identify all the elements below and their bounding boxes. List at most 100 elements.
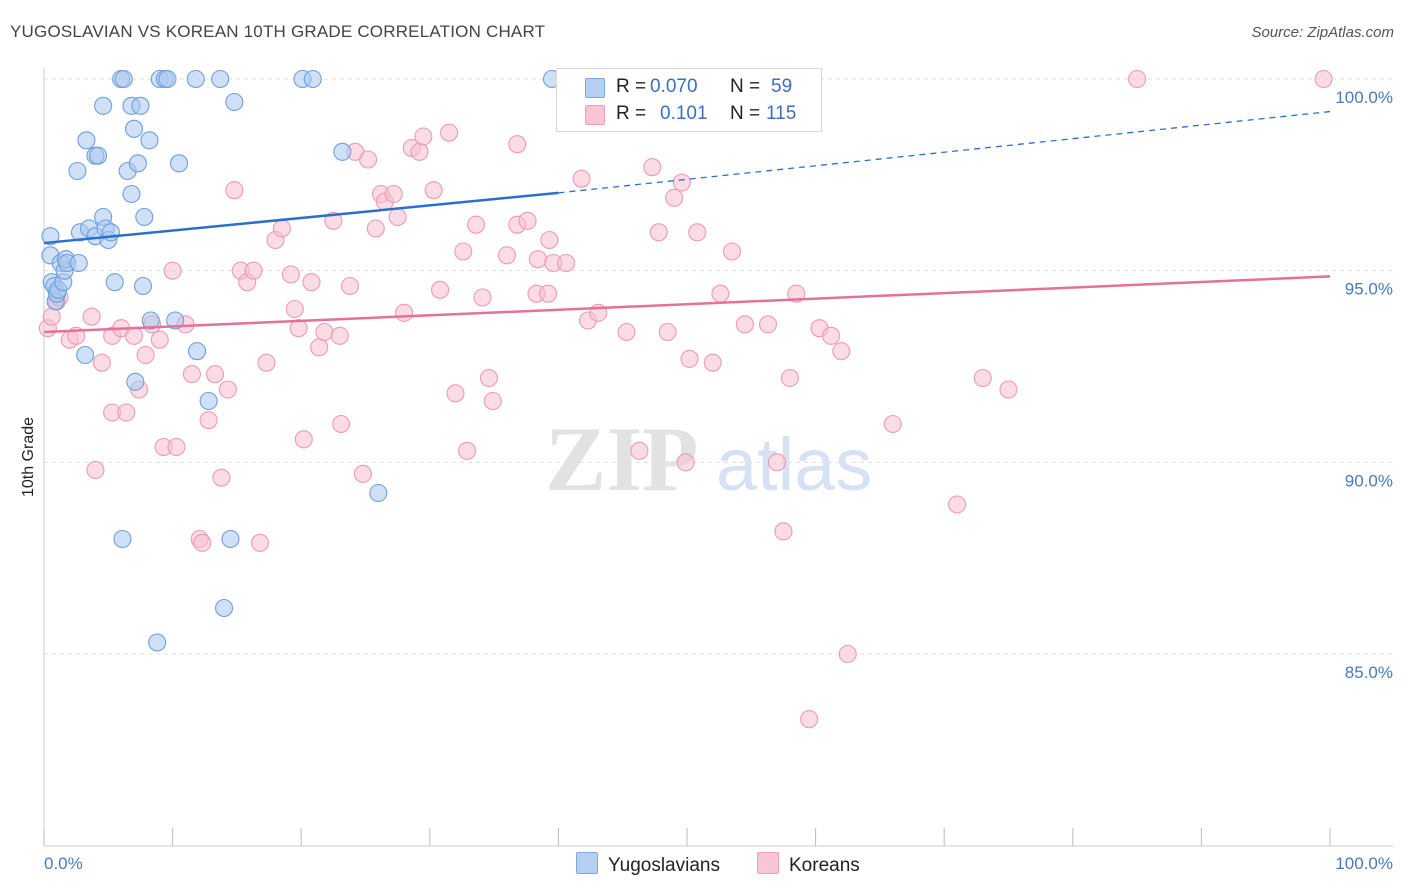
yugoslavian-point (221, 529, 240, 549)
legend-r-label: R = (616, 76, 647, 97)
legend-r-label: R = (616, 103, 647, 124)
korean-point (540, 230, 559, 250)
korean-point (688, 223, 707, 242)
yugoslavians-r-value: 0.070 (650, 76, 698, 97)
yugoslavian-point (128, 154, 147, 173)
yugoslavian-point (303, 69, 322, 89)
korean-point (780, 368, 799, 388)
korean-point (454, 242, 473, 261)
yugoslavian-point (88, 146, 108, 165)
korean-point (212, 468, 231, 487)
korean-point (424, 181, 443, 200)
yugoslavian-point (76, 345, 95, 365)
y-tick-label: 85.0% (1345, 663, 1393, 682)
korean-point (395, 303, 414, 322)
series-legend: Yugoslavians Koreans (0, 852, 1406, 880)
korean-point (767, 453, 787, 472)
korean-point (832, 342, 851, 361)
korean-point (410, 142, 429, 161)
legend-n-label: N = (730, 76, 761, 97)
korean-point (672, 173, 691, 192)
yugoslavian-point (94, 96, 113, 115)
korean-point (250, 533, 270, 552)
korean-point (341, 276, 360, 296)
korean-point (483, 391, 502, 411)
korean-point (722, 242, 742, 261)
yugoslavians-legend-swatch (576, 852, 598, 874)
yugoslavian-point (211, 69, 230, 89)
korean-point (999, 380, 1018, 399)
yugoslavian-point (199, 391, 218, 411)
korean-point (182, 365, 201, 384)
yugoslavian-point (169, 154, 189, 173)
legend-item-yugoslavians[interactable]: Yugoslavians (576, 852, 720, 877)
korean-point (324, 211, 343, 230)
korean-point (658, 322, 677, 342)
korean-point (431, 280, 450, 299)
koreans-n-value: 115 (766, 103, 797, 124)
koreans-swatch (585, 105, 605, 125)
yugoslavian-point (114, 69, 133, 89)
korean-point (528, 250, 547, 269)
korean-point (479, 368, 499, 388)
korean-point (539, 284, 558, 303)
korean-point (353, 464, 372, 483)
korean-point (703, 353, 722, 372)
korean-point (458, 441, 477, 460)
korean-point (680, 349, 699, 368)
legend-item-koreans[interactable]: Koreans (757, 852, 860, 877)
korean-point (572, 169, 591, 188)
yugoslavian-point (187, 342, 207, 361)
korean-point (82, 307, 101, 326)
yugoslavian-point (133, 276, 153, 296)
x-tick-label-min: 0.0% (44, 854, 83, 873)
korean-point (92, 353, 111, 372)
korean-point (285, 299, 304, 319)
korean-point (821, 326, 841, 345)
yugoslavian-trend-line (43, 191, 559, 245)
korean-point (199, 411, 218, 430)
yugoslavian-point (141, 311, 160, 330)
legend-row-yugoslavians: R = 0.070 N = 59 (557, 74, 821, 100)
korean-point (167, 437, 186, 457)
korean-point (366, 219, 385, 238)
yugoslavian-point (166, 311, 185, 330)
korean-point (42, 307, 61, 326)
yugoslavians-legend-label: Yugoslavians (608, 855, 720, 876)
korean-points (38, 69, 1333, 729)
watermark-zip: ZIP (545, 408, 698, 510)
korean-point (508, 135, 527, 154)
korean-point (473, 288, 492, 307)
yugoslavian-point (158, 69, 177, 89)
y-tick-label: 100.0% (1335, 88, 1393, 107)
korean-point (883, 414, 902, 434)
korean-point (774, 522, 793, 541)
yugoslavian-point (135, 207, 154, 227)
korean-point (225, 181, 244, 200)
korean-point (388, 207, 407, 227)
korean-point (124, 326, 144, 345)
yugoslavian-point (113, 529, 132, 549)
x-tick-label-max: 100.0% (1335, 854, 1393, 873)
korean-point (289, 319, 308, 338)
korean-point (294, 430, 313, 449)
y-tick-labels: 85.0% 90.0% 95.0% 100.0% (1335, 88, 1393, 682)
yugoslavian-point (69, 253, 88, 273)
korean-point (557, 253, 576, 273)
korean-point (948, 495, 967, 514)
korean-point (359, 150, 378, 169)
korean-point (735, 315, 754, 334)
yugoslavian-point (225, 92, 244, 112)
korean-point (205, 365, 225, 384)
koreans-legend-swatch (757, 852, 779, 874)
korean-point (272, 219, 291, 238)
korean-point (330, 326, 349, 345)
trend-lines (43, 110, 1331, 334)
yugoslavian-point (131, 96, 150, 115)
koreans-r-value: 0.101 (660, 103, 708, 124)
yugoslavian-point (68, 161, 87, 181)
korean-point (630, 441, 649, 460)
korean-point (838, 644, 857, 664)
y-tick-label: 95.0% (1345, 280, 1393, 299)
